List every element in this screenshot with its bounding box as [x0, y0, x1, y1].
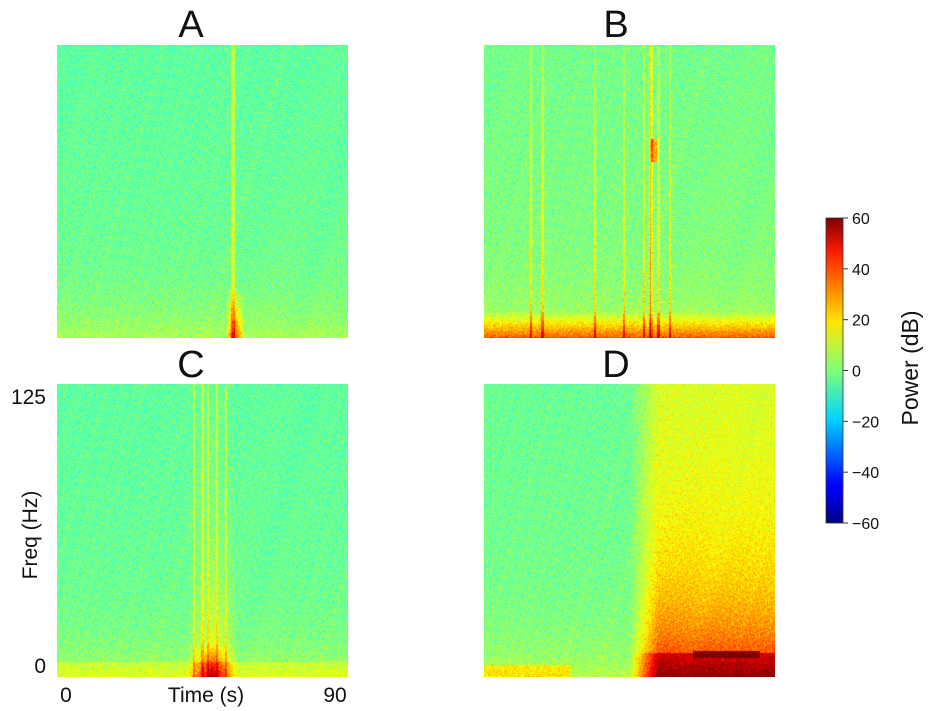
- colorbar-tick-label: 40: [852, 262, 870, 279]
- y-tick-label-min: 0: [34, 655, 46, 678]
- colorbar-tick-label: −20: [852, 414, 879, 431]
- panel-d: D: [484, 344, 775, 677]
- colorbar-tick-label: −60: [852, 516, 879, 533]
- colorbar: 60 40 20 0 −20 −40 −60 Power (dB): [825, 211, 923, 533]
- panel-d-title: D: [602, 344, 629, 386]
- panel-a: A: [57, 4, 348, 338]
- colorbar-tick-label: 60: [852, 211, 870, 228]
- colorbar-scale: [825, 217, 844, 524]
- colorbar-label: Power (dB): [897, 310, 923, 425]
- colorbar-tick-label: 20: [852, 313, 870, 330]
- panel-c-image: [57, 384, 348, 677]
- y-axis-label: Freq (Hz): [19, 491, 42, 580]
- x-tick-label-max: 90: [323, 684, 346, 707]
- panel-c-title: C: [177, 344, 204, 386]
- panel-a-image: [57, 45, 348, 338]
- panel-c: C: [57, 344, 348, 677]
- x-axis-label: Time (s): [168, 684, 244, 707]
- panel-b-image: [484, 45, 775, 338]
- panel-b: B: [484, 4, 775, 338]
- colorbar-tick-label: −40: [852, 465, 879, 482]
- x-tick-label-min: 0: [60, 684, 72, 707]
- panel-b-title: B: [603, 4, 628, 46]
- colorbar-tick-label: 0: [852, 364, 861, 381]
- panel-d-image: [484, 384, 775, 677]
- panel-a-title: A: [178, 4, 204, 46]
- y-tick-label-max: 125: [11, 386, 46, 409]
